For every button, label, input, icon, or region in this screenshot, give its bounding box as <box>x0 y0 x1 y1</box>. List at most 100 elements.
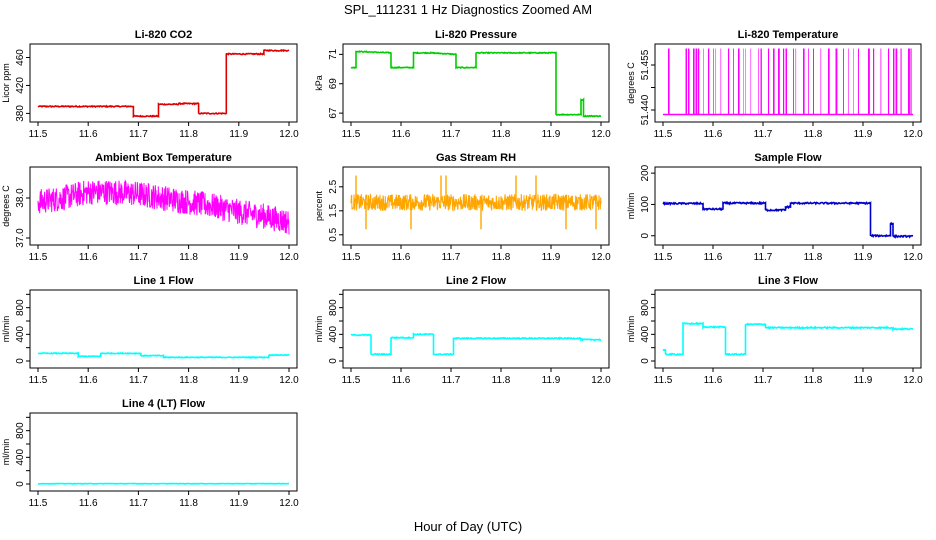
panel-6: Line 1 Flow ml/min 11.5 11.6 11.7 11.8 11.9 12.… <box>1 275 299 386</box>
x-tick-label: 11.8 <box>179 252 198 263</box>
spike <box>858 48 859 115</box>
series-0 <box>37 48 290 119</box>
y-tick-label: 420 <box>15 77 26 94</box>
y-tick-label: 400 <box>15 326 26 343</box>
x-tick-label: 11.6 <box>704 129 723 140</box>
x-tick-label: 11.5 <box>342 252 361 263</box>
spike <box>795 48 797 115</box>
series-2 <box>663 48 913 116</box>
y-axis-label: degrees C <box>626 62 636 104</box>
panels: Li-820 CO2 Licor ppm 11.5 11.6 11.7 11.8 11.9 1… <box>1 29 923 509</box>
plot-frame <box>342 43 610 123</box>
spike <box>785 48 788 115</box>
x-tick-label: 11.6 <box>392 252 411 263</box>
panel-title: Ambient Box Temperature <box>95 152 232 164</box>
y-tick-label: 2.5 <box>328 179 339 193</box>
y-tick-label: 38.0 <box>15 188 26 208</box>
spike <box>880 48 882 115</box>
x-tick-label: 11.5 <box>29 129 48 140</box>
series-line <box>662 321 914 357</box>
spike <box>738 48 740 115</box>
y-tick-label: 67 <box>328 107 339 119</box>
spike <box>783 48 785 115</box>
panel-title: Li-820 Temperature <box>738 29 839 41</box>
spike <box>713 48 714 115</box>
series-1 <box>350 50 602 118</box>
spike <box>793 48 794 115</box>
spike <box>668 48 670 115</box>
spike <box>715 48 717 115</box>
spike <box>803 48 805 115</box>
y-tick-label: 0 <box>328 358 339 364</box>
x-tick-label: 11.6 <box>79 375 98 386</box>
y-tick-label: 380 <box>15 105 26 122</box>
x-tick-label: 11.9 <box>229 129 248 140</box>
series-noise <box>37 179 290 235</box>
spike <box>828 48 830 115</box>
x-tick-label: 11.7 <box>442 129 461 140</box>
spike <box>728 48 730 115</box>
series-line <box>37 351 290 359</box>
y-tick-label: 0 <box>15 358 26 364</box>
spike <box>893 48 895 115</box>
series-8 <box>662 321 914 357</box>
x-tick-label: 11.9 <box>854 252 873 263</box>
panel-1: Li-820 Pressure kPa 11.5 11.6 11.7 11.8 11.9 12… <box>314 29 611 140</box>
x-tick-label: 12.0 <box>279 375 299 386</box>
panel-title: Li-820 CO2 <box>135 29 192 41</box>
x-tick-label: 11.9 <box>229 375 248 386</box>
panel-title: Line 2 Flow <box>446 275 506 287</box>
x-tick-label: 11.6 <box>704 252 723 263</box>
panel-title: Li-820 Pressure <box>435 29 517 41</box>
series-5 <box>662 200 914 239</box>
panel-3: Ambient Box Temperature degrees C 11.5 11.6… <box>1 152 299 263</box>
spike <box>853 48 854 115</box>
x-tick-label: 11.7 <box>129 498 148 509</box>
spike <box>773 48 775 115</box>
spike <box>758 48 759 115</box>
y-tick-label: 1.5 <box>328 203 339 217</box>
plot-frame <box>29 43 298 123</box>
y-tick-label: 69 <box>328 78 339 90</box>
x-tick-label: 11.7 <box>754 129 773 140</box>
plot-frame <box>342 289 610 369</box>
x-tick-label: 11.7 <box>754 375 773 386</box>
panel-5: Sample Flow ml/min 11.5 11.6 11.7 11.8 11.9 12.… <box>626 152 923 263</box>
y-tick-label: 800 <box>328 299 339 316</box>
x-tick-label: 11.5 <box>342 375 361 386</box>
x-tick-label: 12.0 <box>903 129 923 140</box>
y-axis-label: ml/min <box>626 193 636 220</box>
panel-2: Li-820 Temperature degrees C 11.5 11.6 11.7 1… <box>626 29 923 140</box>
x-tick-label: 12.0 <box>591 375 611 386</box>
spike <box>698 48 700 115</box>
spike <box>895 48 898 115</box>
spike <box>720 48 722 115</box>
x-tick-label: 11.8 <box>492 252 511 263</box>
panel-title: Line 4 (LT) Flow <box>122 398 205 410</box>
y-axis-label: ml/min <box>1 439 11 466</box>
x-tick-label: 11.9 <box>542 129 561 140</box>
x-tick-label: 12.0 <box>903 252 923 263</box>
spike <box>910 48 912 115</box>
x-tick-label: 11.7 <box>442 252 461 263</box>
y-tick-label: 71 <box>328 48 339 60</box>
spike <box>888 48 890 115</box>
panel-title: Line 1 Flow <box>134 275 194 287</box>
x-tick-label: 11.9 <box>229 498 248 509</box>
x-tick-label: 11.5 <box>654 375 673 386</box>
spike <box>873 48 875 115</box>
x-tick-label: 11.8 <box>492 129 511 140</box>
y-tick-label: 100 <box>640 196 651 213</box>
y-tick-label: 0 <box>15 481 26 487</box>
x-tick-label: 11.7 <box>754 252 773 263</box>
x-tick-label: 11.6 <box>392 129 411 140</box>
panel-7: Line 2 Flow ml/min 11.5 11.6 11.7 11.8 11.9 12.… <box>314 275 611 386</box>
x-tick-label: 12.0 <box>279 129 299 140</box>
plot-frame <box>29 166 298 246</box>
spike <box>750 48 752 115</box>
plot-frame <box>29 412 298 492</box>
y-tick-label: 460 <box>15 49 26 66</box>
x-tick-label: 12.0 <box>279 498 299 509</box>
series-3 <box>37 179 290 235</box>
x-tick-label: 11.6 <box>392 375 411 386</box>
